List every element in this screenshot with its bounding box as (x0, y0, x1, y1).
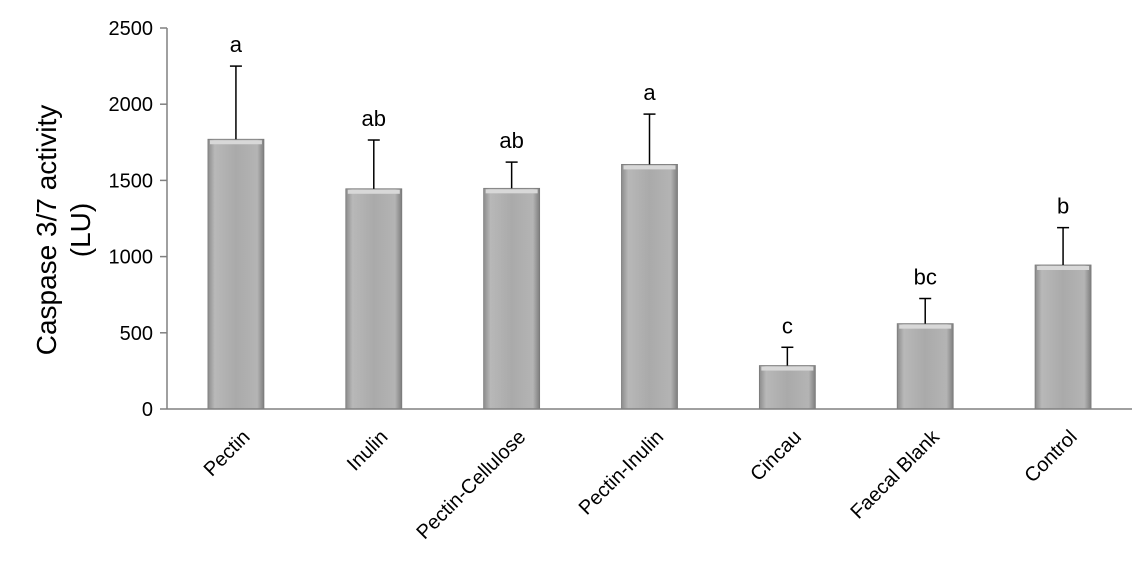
y-axis-label-line-1: Caspase 3/7 activity (31, 105, 62, 356)
bar-top-bevel (1037, 265, 1090, 270)
y-tick-label: 2500 (109, 18, 154, 40)
bar-inulin (345, 188, 403, 410)
bar-faecal-blank (896, 323, 954, 410)
significance-letter: bc (914, 265, 937, 290)
bar-top-bevel (761, 366, 814, 371)
x-category-label: Pectin-Inulin (575, 426, 668, 519)
significance-letter: ab (499, 128, 523, 153)
bar-top-bevel (485, 189, 538, 194)
y-tick-label: 2000 (109, 94, 154, 116)
y-axis-label: Caspase 3/7 activity (LU) (31, 105, 96, 356)
y-tick-label: 1000 (109, 247, 154, 269)
bar-pectin (207, 138, 265, 410)
x-category-label: Pectin (200, 426, 255, 481)
bar-top-bevel (623, 165, 676, 170)
y-tick-label: 0 (142, 399, 153, 421)
y-tick-label: 500 (120, 323, 153, 345)
x-category-label: Faecal Blank (847, 425, 945, 523)
bar-top-bevel (347, 189, 400, 194)
significance-letter: b (1057, 194, 1069, 219)
bar-pectin-inulin (621, 163, 678, 410)
bar-pectin-cellulose (483, 187, 541, 410)
significance-letter: a (643, 80, 656, 105)
y-axis: 0 500 1000 1500 2000 2500 (109, 18, 167, 421)
x-category-label: Cincau (746, 426, 806, 486)
bar-cincau (758, 365, 816, 410)
bar-top-bevel (899, 324, 952, 329)
significance-letter: ab (362, 106, 386, 131)
y-axis-label-line-2: (LU) (65, 203, 96, 257)
bar-top-bevel (209, 140, 262, 145)
significance-letter: c (782, 313, 793, 338)
bar-control (1034, 264, 1092, 410)
x-category-label: Pectin-Cellulose (413, 426, 531, 544)
x-axis: Pectin Inulin Pectin-Cellulose Pectin-Inuli… (200, 425, 1082, 543)
x-category-label: Control (1021, 426, 1082, 487)
y-tick-label: 1500 (109, 170, 154, 192)
significance-letter: a (230, 32, 243, 57)
x-category-label: Inulin (343, 426, 392, 475)
bars: a ab ab a c bc b (207, 32, 1092, 410)
